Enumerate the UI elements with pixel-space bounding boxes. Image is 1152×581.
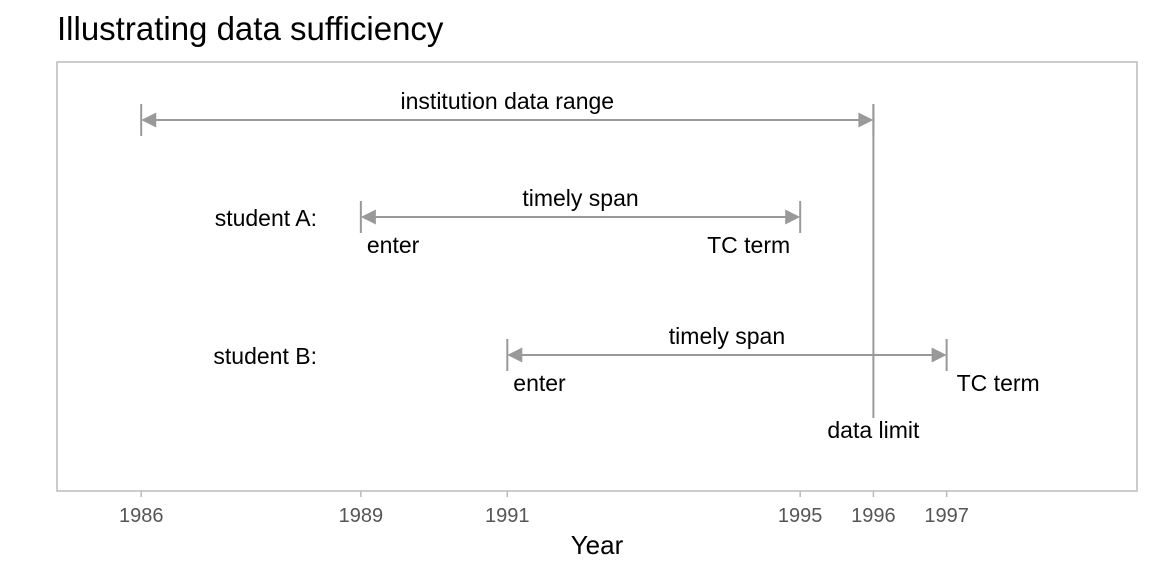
x-tick-label: 1989	[339, 505, 384, 527]
x-axis: 1986 1989 1991 1995 1996 1997	[119, 491, 969, 527]
arrow-head	[785, 209, 801, 225]
span-label: timely span	[522, 185, 638, 211]
spans-layer: institution data range timely span student…	[140, 88, 1040, 443]
arrow-head	[360, 209, 376, 225]
x-tick-label: 1986	[119, 505, 164, 527]
x-axis-label: Year	[571, 530, 624, 560]
arrow-head	[141, 112, 157, 128]
span-label: timely span	[669, 323, 785, 349]
span-label: institution data range	[401, 88, 615, 114]
panel-border	[56, 61, 1138, 492]
institution-span: institution data range	[140, 88, 875, 136]
arrow-head	[507, 347, 523, 363]
arrow-head	[858, 112, 874, 128]
tc-term-label: TC term	[707, 232, 790, 258]
row-label: student B:	[213, 343, 317, 369]
x-tick-label: 1995	[778, 505, 823, 527]
data-limit-label: data limit	[827, 417, 920, 443]
arrow-head	[931, 347, 947, 363]
x-tick-label: 1997	[924, 505, 969, 527]
chart-title: Illustrating data sufficiency	[57, 10, 444, 47]
student-span: timely span student B: enter TC term	[213, 323, 1039, 396]
tc-term-label: TC term	[957, 370, 1040, 396]
x-tick-label: 1996	[851, 505, 896, 527]
enter-label: enter	[513, 370, 566, 396]
row-label: student A:	[215, 205, 317, 231]
x-tick-label: 1991	[485, 505, 530, 527]
student-span: timely span student A: enter TC term	[215, 185, 802, 258]
enter-label: enter	[367, 232, 420, 258]
